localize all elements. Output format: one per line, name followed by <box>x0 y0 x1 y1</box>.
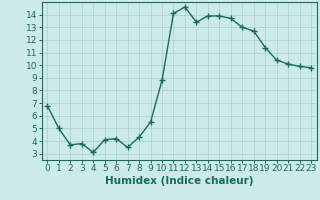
X-axis label: Humidex (Indice chaleur): Humidex (Indice chaleur) <box>105 176 253 186</box>
